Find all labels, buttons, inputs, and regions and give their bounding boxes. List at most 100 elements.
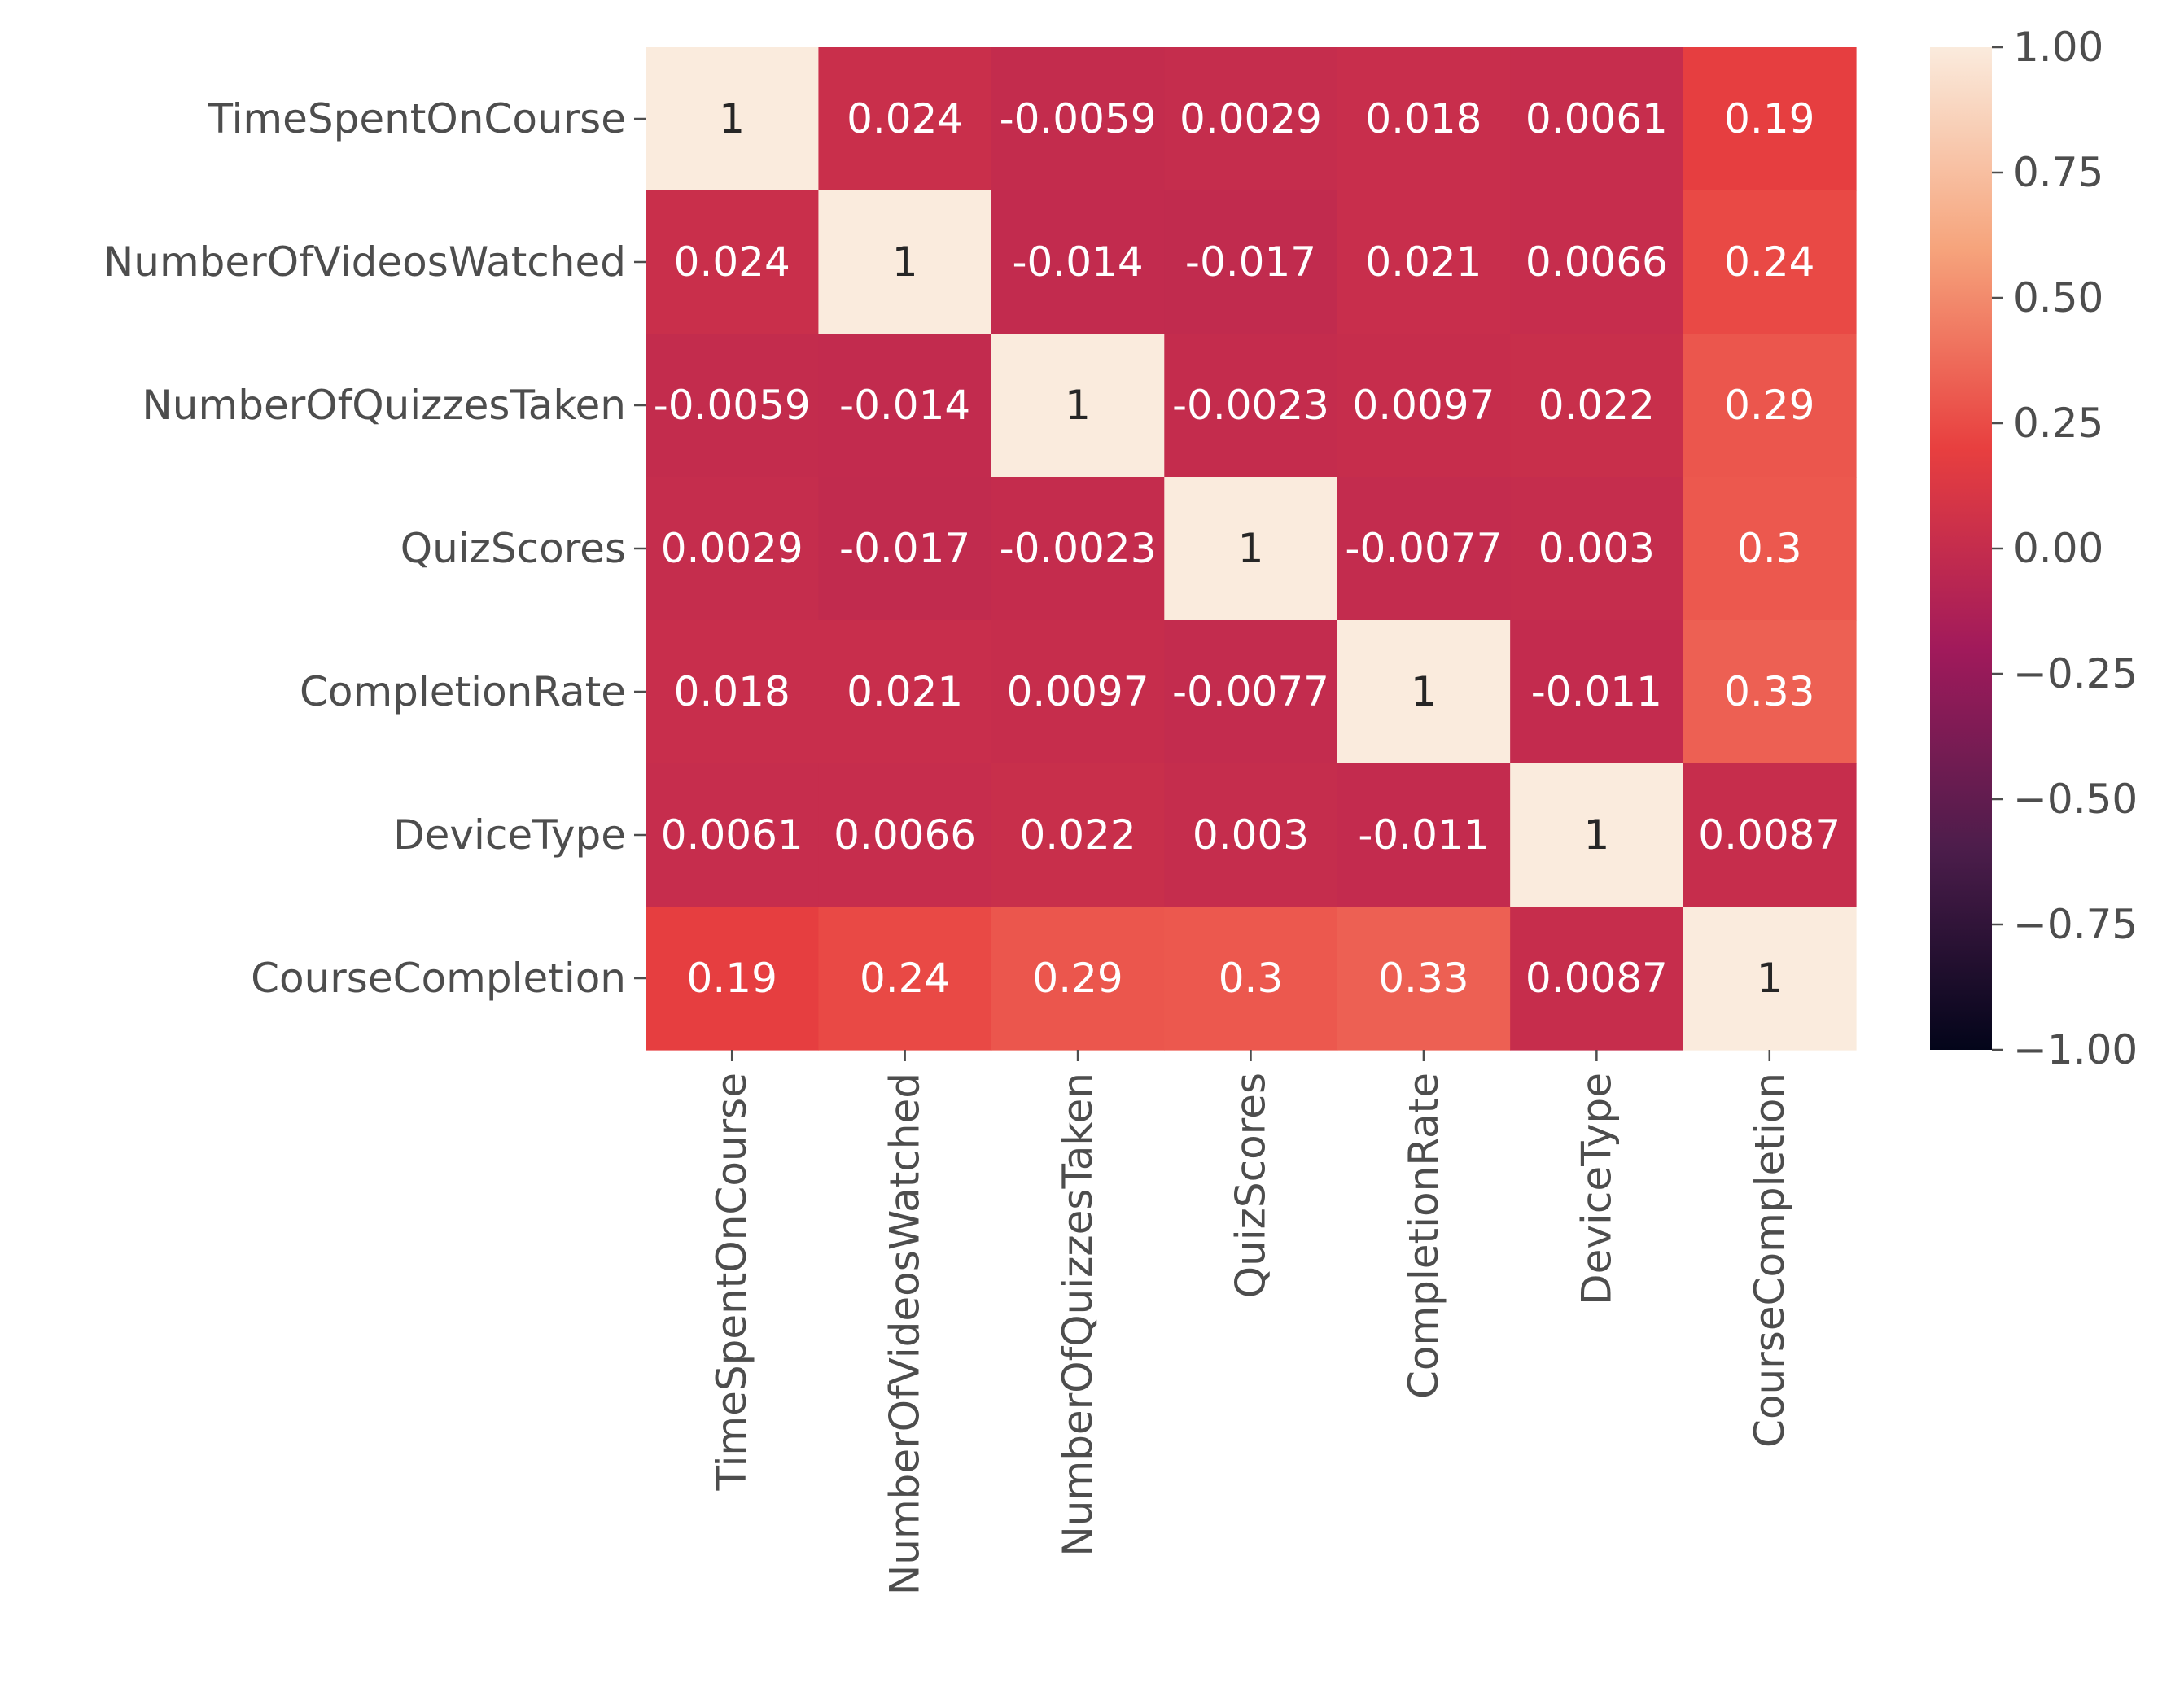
heatmap-cell bbox=[1683, 763, 1857, 907]
cell-value-label: 0.018 bbox=[1365, 95, 1482, 142]
heatmap-cell bbox=[646, 620, 820, 764]
cell-value-label: 0.024 bbox=[847, 95, 963, 142]
cell-value-label: 0.0087 bbox=[1698, 811, 1840, 859]
x-tick-label: CompletionRate bbox=[1400, 1073, 1447, 1399]
cell-value-label: -0.017 bbox=[839, 525, 970, 572]
cell-value-label: 0.29 bbox=[1032, 955, 1123, 1002]
colorbar-tick-label: 1.00 bbox=[2013, 24, 2103, 71]
cell-value-label: -0.017 bbox=[1185, 238, 1316, 286]
cell-value-label: 1 bbox=[1583, 811, 1609, 859]
cell-value-label: 0.0029 bbox=[661, 525, 803, 572]
cell-value-label: 0.021 bbox=[1365, 238, 1482, 286]
cell-value-label: 0.0097 bbox=[1007, 668, 1149, 715]
heatmap-cell bbox=[1510, 47, 1684, 191]
heatmap-cell bbox=[1510, 477, 1684, 621]
colorbar-tick-label: −0.75 bbox=[2013, 901, 2138, 948]
cell-value-label: 0.3 bbox=[1737, 525, 1802, 572]
cell-value-label: -0.011 bbox=[1358, 811, 1489, 859]
heatmap-cell bbox=[1683, 334, 1857, 478]
heatmap-cell bbox=[1337, 190, 1511, 334]
x-tick-label: TimeSpentOnCourse bbox=[708, 1073, 755, 1492]
heatmap-cell bbox=[1510, 620, 1684, 764]
heatmap-cell bbox=[818, 477, 992, 621]
cell-value-label: -0.0077 bbox=[1345, 525, 1502, 572]
cell-value-label: 1 bbox=[892, 238, 918, 286]
heatmap-cell bbox=[646, 907, 820, 1051]
colorbar: 1.00 0.75 0.50 0.25 0.00 −0.25 −0.50 −0.75 −1.00 bbox=[1930, 24, 2138, 1073]
y-tick-label: CompletionRate bbox=[300, 668, 626, 715]
cell-value-label: 0.0097 bbox=[1352, 382, 1495, 429]
colorbar-tick-label: 0.50 bbox=[2013, 274, 2103, 321]
heatmap-cell bbox=[1683, 47, 1857, 191]
heatmap-cell bbox=[1510, 907, 1684, 1051]
heatmap-cell bbox=[1337, 907, 1511, 1051]
y-axis: TimeSpentOnCourse NumberOfVideosWatched Nu… bbox=[103, 95, 646, 1002]
cell-value-label: 0.018 bbox=[674, 668, 790, 715]
y-tick-label: NumberOfVideosWatched bbox=[103, 238, 626, 286]
cell-value-label: 0.33 bbox=[1724, 668, 1814, 715]
heatmap-cell bbox=[1510, 190, 1684, 334]
colorbar-tick-label: −0.25 bbox=[2013, 650, 2138, 697]
cell-value-label: 1 bbox=[1238, 525, 1264, 572]
cell-value-label: -0.0077 bbox=[1172, 668, 1329, 715]
heatmap-cell bbox=[991, 907, 1165, 1051]
y-tick-label: TimeSpentOnCourse bbox=[207, 95, 626, 142]
cell-value-label: 0.003 bbox=[1538, 525, 1655, 572]
heatmap-cell bbox=[991, 620, 1165, 764]
y-tick-label: QuizScores bbox=[400, 525, 626, 572]
x-axis: TimeSpentOnCourse NumberOfVideosWatched Nu… bbox=[708, 1050, 1793, 1595]
heatmap-cell bbox=[646, 763, 820, 907]
heatmap-cell bbox=[1683, 620, 1857, 764]
cell-value-label: 1 bbox=[1411, 668, 1437, 715]
cell-value-label: 0.24 bbox=[860, 955, 950, 1002]
cell-value-label: 0.0066 bbox=[1525, 238, 1668, 286]
cell-value-label: 0.29 bbox=[1724, 382, 1814, 429]
x-tick-label: NumberOfVideosWatched bbox=[882, 1073, 929, 1595]
heatmap-cell bbox=[1510, 763, 1684, 907]
heatmap-cell bbox=[1164, 763, 1338, 907]
heatmap-cell bbox=[991, 47, 1165, 191]
cell-value-label: 0.24 bbox=[1724, 238, 1814, 286]
heatmap-cell bbox=[646, 477, 820, 621]
heatmap-cell bbox=[1683, 190, 1857, 334]
heatmap-cell bbox=[646, 190, 820, 334]
heatmap-cell bbox=[818, 763, 992, 907]
cell-value-label: -0.014 bbox=[1012, 238, 1143, 286]
cell-value-label: 0.022 bbox=[1020, 811, 1136, 859]
cell-value-label: 0.021 bbox=[847, 668, 963, 715]
heatmap-cell bbox=[1164, 907, 1338, 1051]
heatmap-cell bbox=[646, 334, 820, 478]
cell-value-label: -0.0059 bbox=[1000, 95, 1157, 142]
heatmap-cell bbox=[1164, 47, 1338, 191]
cell-value-label: 1 bbox=[1065, 382, 1091, 429]
cell-value-label: 0.33 bbox=[1378, 955, 1468, 1002]
cell-value-label: -0.0023 bbox=[1172, 382, 1329, 429]
heatmap-cell bbox=[1683, 477, 1857, 621]
cell-value-label: 0.022 bbox=[1538, 382, 1655, 429]
cell-value-label: 0.003 bbox=[1193, 811, 1309, 859]
colorbar-tick-label: −0.50 bbox=[2013, 776, 2138, 823]
x-tick-label: DeviceType bbox=[1573, 1073, 1620, 1305]
colorbar-tick-label: 0.00 bbox=[2013, 525, 2103, 572]
cell-value-label: 0.3 bbox=[1219, 955, 1284, 1002]
heatmap-cells: 1 0.024 -0.0059 0.0029 0.018 0.0061 0.19 0.024 1… bbox=[646, 47, 1857, 1051]
colorbar-tick-label: −1.00 bbox=[2013, 1026, 2138, 1073]
heatmap-cell bbox=[1337, 334, 1511, 478]
heatmap-cell bbox=[818, 190, 992, 334]
heatmap-cell bbox=[991, 334, 1165, 478]
heatmap-cell bbox=[991, 763, 1165, 907]
colorbar-tick-label: 0.25 bbox=[2013, 400, 2103, 447]
colorbar-tick-label: 0.75 bbox=[2013, 149, 2103, 196]
heatmap-cell bbox=[1337, 763, 1511, 907]
colorbar-gradient bbox=[1930, 47, 1992, 1050]
y-tick-label: CourseCompletion bbox=[251, 955, 626, 1002]
cell-value-label: 0.19 bbox=[687, 955, 777, 1002]
heatmap-cell bbox=[1164, 477, 1338, 621]
heatmap-cell bbox=[818, 47, 992, 191]
x-tick-label: CourseCompletion bbox=[1746, 1073, 1793, 1448]
heatmap-cell bbox=[1164, 334, 1338, 478]
cell-value-label: 0.0029 bbox=[1180, 95, 1322, 142]
cell-value-label: 0.19 bbox=[1724, 95, 1814, 142]
heatmap-cell bbox=[1164, 190, 1338, 334]
